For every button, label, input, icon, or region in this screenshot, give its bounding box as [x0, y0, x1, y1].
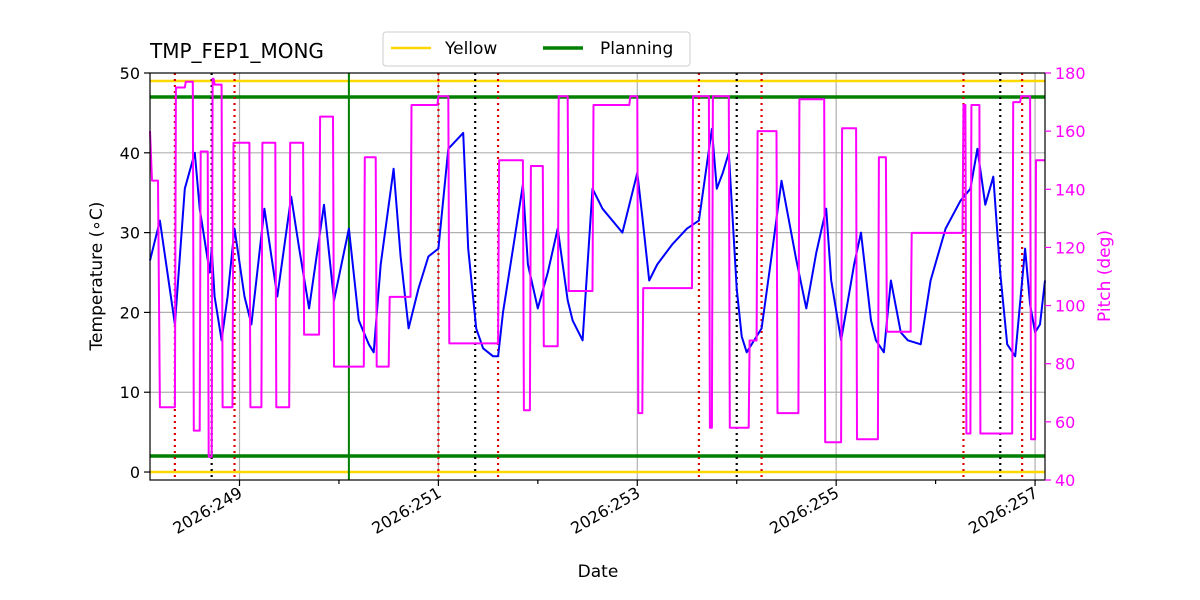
y-right-tick-label: 60	[1055, 413, 1075, 432]
legend-label-planning: Planning	[600, 39, 673, 59]
y-right-tick-label: 80	[1055, 355, 1075, 374]
limit-lines	[150, 73, 1045, 480]
y-axis-label: Temperature (∘C)	[87, 202, 107, 352]
y-right-tick-label: 140	[1055, 180, 1086, 199]
y-tick-label: 10	[120, 383, 140, 402]
chart-title: TMP_FEP1_MONG	[149, 39, 324, 63]
legend-box	[382, 31, 691, 67]
left-axis-ticks: 0 10 20 30 40 50	[120, 64, 150, 482]
y-tick-label: 40	[120, 144, 140, 163]
pitch-series-line	[149, 77, 1045, 458]
series	[149, 77, 1046, 458]
axes-frame	[149, 72, 1046, 481]
plot-area	[149, 77, 1046, 458]
legend-label-yellow: Yellow	[444, 39, 497, 59]
temperature-series-line	[149, 127, 1046, 358]
x-axis-label: Date	[578, 562, 619, 582]
y-tick-label: 50	[120, 64, 140, 83]
y-tick-label: 0	[130, 463, 140, 482]
y-axis-right-label: Pitch (deg)	[1095, 230, 1115, 322]
y-right-tick-label: 40	[1055, 471, 1075, 490]
y-tick-label: 20	[120, 303, 140, 322]
right-axis-ticks: 40 60 80 100 120 140 160 180	[1045, 64, 1086, 490]
y-tick-label: 30	[120, 224, 140, 243]
legend: Yellow Planning	[382, 31, 691, 67]
y-right-tick-label: 180	[1055, 64, 1086, 83]
y-right-tick-label: 100	[1055, 297, 1086, 316]
y-right-tick-label: 120	[1055, 238, 1086, 257]
y-right-tick-label: 160	[1055, 122, 1086, 141]
